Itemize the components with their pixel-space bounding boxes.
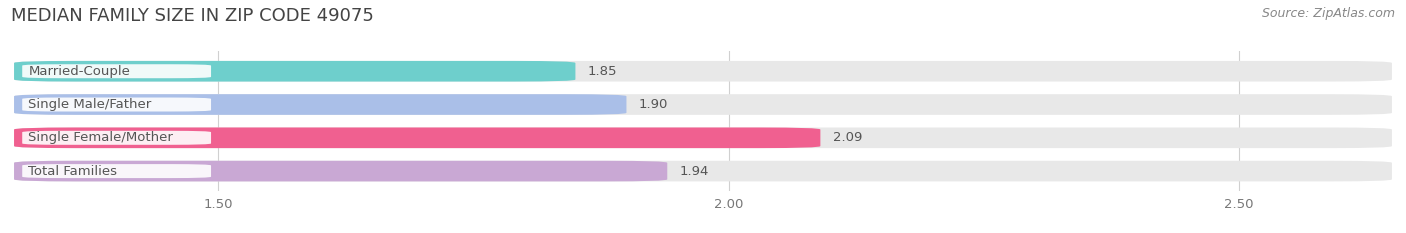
FancyBboxPatch shape: [14, 161, 1392, 182]
Text: Source: ZipAtlas.com: Source: ZipAtlas.com: [1261, 7, 1395, 20]
Text: 1.85: 1.85: [588, 65, 617, 78]
Text: Total Families: Total Families: [28, 164, 117, 178]
FancyBboxPatch shape: [14, 127, 820, 148]
FancyBboxPatch shape: [22, 164, 211, 178]
FancyBboxPatch shape: [14, 61, 1392, 82]
Text: Single Female/Mother: Single Female/Mother: [28, 131, 173, 144]
FancyBboxPatch shape: [14, 161, 668, 182]
Text: Married-Couple: Married-Couple: [28, 65, 131, 78]
Text: 1.90: 1.90: [638, 98, 668, 111]
Text: 1.94: 1.94: [679, 164, 709, 178]
FancyBboxPatch shape: [22, 98, 211, 112]
Text: 2.09: 2.09: [832, 131, 862, 144]
FancyBboxPatch shape: [22, 64, 211, 78]
FancyBboxPatch shape: [14, 127, 1392, 148]
FancyBboxPatch shape: [14, 94, 627, 115]
FancyBboxPatch shape: [14, 94, 1392, 115]
FancyBboxPatch shape: [22, 131, 211, 145]
Text: MEDIAN FAMILY SIZE IN ZIP CODE 49075: MEDIAN FAMILY SIZE IN ZIP CODE 49075: [11, 7, 374, 25]
Text: Single Male/Father: Single Male/Father: [28, 98, 152, 111]
FancyBboxPatch shape: [14, 61, 575, 82]
